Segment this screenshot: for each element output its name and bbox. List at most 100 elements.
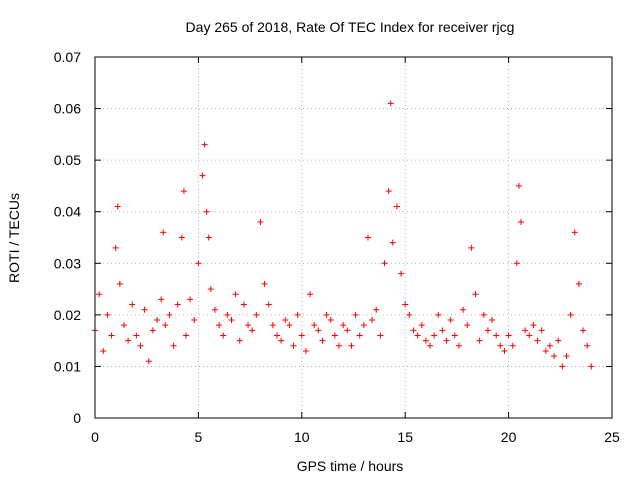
data-point [546, 342, 553, 349]
y-tick-label: 0 [73, 410, 81, 426]
x-tick-label: 25 [604, 429, 620, 445]
x-tick-label: 20 [501, 429, 517, 445]
y-tick-label: 0.01 [54, 358, 81, 374]
data-point [158, 296, 165, 303]
data-point [513, 260, 520, 267]
data-point [187, 296, 194, 303]
data-point [319, 337, 326, 344]
data-point [364, 234, 371, 241]
data-point [294, 311, 301, 318]
data-point [584, 342, 591, 349]
y-tick-label: 0.06 [54, 101, 81, 117]
data-points [92, 100, 595, 370]
data-point [298, 332, 305, 339]
data-point [166, 311, 173, 318]
data-point [174, 301, 181, 308]
data-point [526, 332, 533, 339]
data-point [542, 347, 549, 354]
x-tick-labels: 0 5 10 15 20 25 [91, 429, 620, 445]
data-point [141, 306, 148, 313]
data-point [286, 322, 293, 329]
data-point [505, 332, 512, 339]
data-point [493, 332, 500, 339]
data-point [311, 322, 318, 329]
data-point [129, 301, 136, 308]
data-point [348, 342, 355, 349]
data-point [472, 291, 479, 298]
data-point [580, 327, 587, 334]
data-point [245, 322, 252, 329]
data-point [170, 342, 177, 349]
data-point [207, 286, 214, 293]
plot-frame [94, 56, 613, 419]
data-point [567, 311, 574, 318]
data-point [414, 332, 421, 339]
data-point [201, 141, 208, 148]
data-point [162, 322, 169, 329]
data-point [480, 311, 487, 318]
data-point [228, 317, 235, 324]
data-point [178, 234, 185, 241]
data-point [427, 342, 434, 349]
data-point [476, 337, 483, 344]
data-point [497, 342, 504, 349]
data-point [199, 172, 206, 179]
data-point [530, 322, 537, 329]
data-point [551, 353, 558, 360]
data-point [385, 188, 392, 195]
data-point [211, 306, 218, 313]
data-point [501, 347, 508, 354]
data-point [273, 332, 280, 339]
data-point [369, 317, 376, 324]
axis-ticks [94, 56, 613, 419]
data-point [112, 244, 119, 251]
data-point [182, 332, 189, 339]
data-point [515, 182, 522, 189]
data-point [315, 327, 322, 334]
data-point [518, 219, 525, 226]
data-point [220, 332, 227, 339]
data-point [447, 317, 454, 324]
chart-title: Day 265 of 2018, Rate Of TEC Index for r… [186, 19, 515, 35]
data-point [249, 327, 256, 334]
data-point [154, 317, 161, 324]
y-tick-label: 0.07 [54, 49, 81, 65]
data-point [125, 337, 132, 344]
data-point [418, 322, 425, 329]
data-point [137, 342, 144, 349]
y-tick-label: 0.04 [54, 204, 81, 220]
data-point [588, 363, 595, 370]
data-point [534, 337, 541, 344]
data-point [96, 291, 103, 298]
x-axis-label: GPS time / hours [297, 458, 404, 474]
data-point [389, 239, 396, 246]
data-point [406, 311, 413, 318]
data-point [460, 306, 467, 313]
data-point [203, 208, 210, 215]
data-point [160, 229, 167, 236]
data-point [422, 337, 429, 344]
grid-lines [95, 57, 612, 418]
data-point [261, 280, 268, 287]
data-point [451, 332, 458, 339]
x-tick-label: 5 [195, 429, 203, 445]
data-point [307, 291, 314, 298]
data-point [116, 280, 123, 287]
data-point [269, 322, 276, 329]
data-point [435, 311, 442, 318]
y-tick-label: 0.05 [54, 152, 81, 168]
data-point [340, 322, 347, 329]
data-point [224, 311, 231, 318]
data-point [538, 327, 545, 334]
data-point [331, 332, 338, 339]
data-point [323, 311, 330, 318]
data-point [373, 306, 380, 313]
data-point [522, 327, 529, 334]
data-point [232, 291, 239, 298]
data-point [455, 342, 462, 349]
data-point [484, 327, 491, 334]
data-point [149, 327, 156, 334]
data-point [393, 203, 400, 210]
